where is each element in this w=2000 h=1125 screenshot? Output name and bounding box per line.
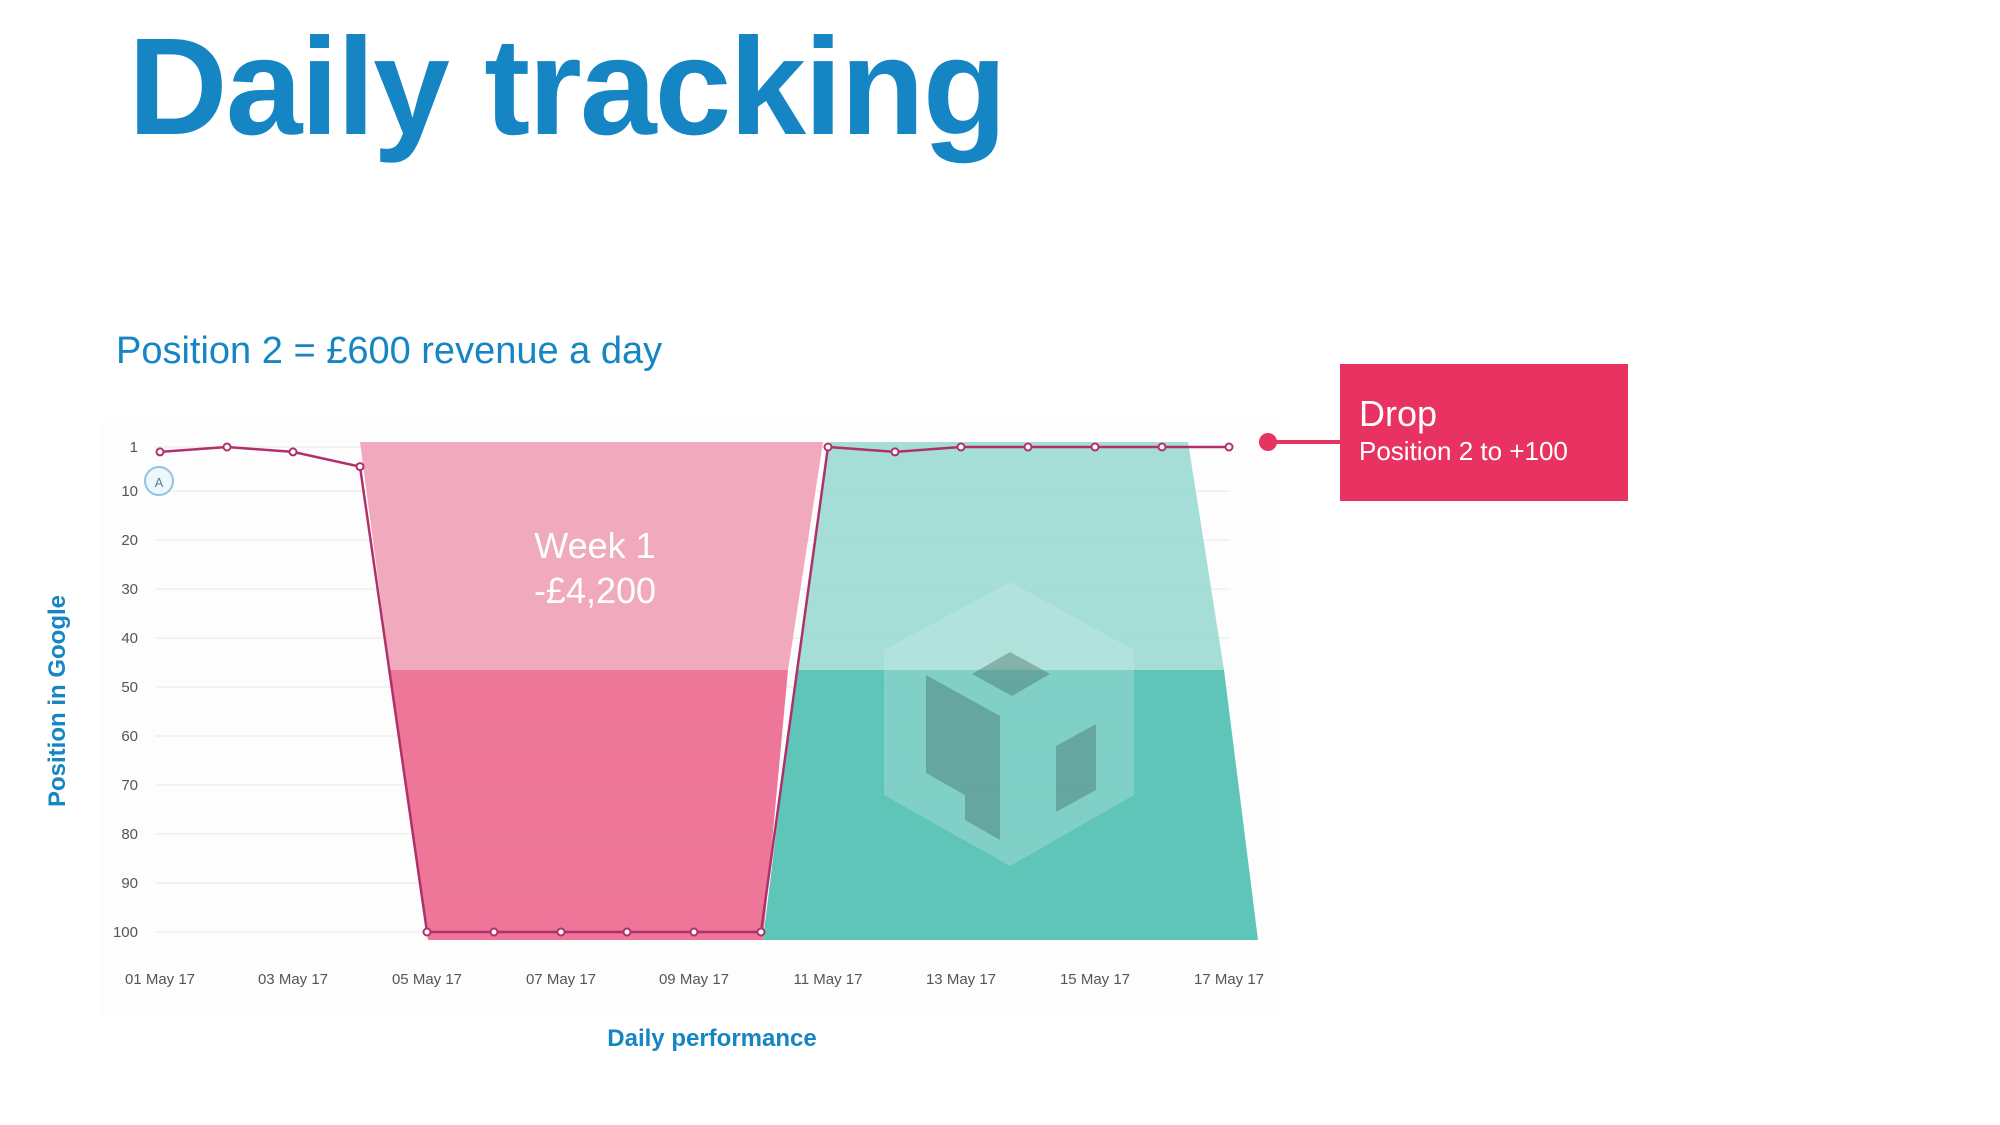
- y-tick-label: 10: [121, 483, 138, 500]
- x-axis-ticks: 01 May 17 03 May 17 05 May 17 07 May 17 09 M…: [125, 971, 1264, 988]
- drop-callout: Drop Position 2 to +100: [1340, 364, 1628, 501]
- data-point[interactable]: [1224, 442, 1234, 452]
- data-point[interactable]: [489, 927, 499, 937]
- data-point[interactable]: [689, 927, 699, 937]
- week-label: Week 1: [534, 525, 655, 566]
- data-point[interactable]: [222, 442, 232, 452]
- x-tick-label: 07 May 17: [526, 971, 596, 988]
- data-point[interactable]: [155, 447, 165, 457]
- logo-top-facet: [972, 652, 1050, 696]
- y-axis-ticks: 1 10 20 30 40 50 60 70 80 90 100: [113, 439, 138, 941]
- data-point[interactable]: [890, 447, 900, 457]
- data-point[interactable]: [422, 927, 432, 937]
- annotation-marker[interactable]: [144, 466, 174, 496]
- x-tick-label: 01 May 17: [125, 971, 195, 988]
- x-axis-title: Daily performance: [607, 1025, 816, 1052]
- x-tick-label: 17 May 17: [1194, 971, 1264, 988]
- shaded-areas: [360, 442, 1258, 940]
- logo-left-pillar: [926, 675, 1000, 840]
- revenue-subtitle: Position 2 = £600 revenue a day: [116, 330, 663, 372]
- callout-text: Position 2 to +100: [1359, 436, 1568, 466]
- data-point[interactable]: [956, 442, 966, 452]
- x-tick-label: 13 May 17: [926, 971, 996, 988]
- data-point[interactable]: [556, 927, 566, 937]
- data-point[interactable]: [1023, 442, 1033, 452]
- data-point[interactable]: [1090, 442, 1100, 452]
- annotation-marker-label: A: [155, 475, 164, 490]
- callout-title: Drop: [1359, 393, 1438, 434]
- loss-area-bottom: [390, 670, 788, 940]
- x-tick-label: 11 May 17: [794, 971, 863, 988]
- y-tick-label: 90: [121, 875, 138, 892]
- data-point[interactable]: [756, 927, 766, 937]
- data-point[interactable]: [288, 447, 298, 457]
- x-tick-label: 05 May 17: [392, 971, 462, 988]
- y-tick-label: 80: [121, 826, 138, 843]
- x-tick-label: 15 May 17: [1060, 971, 1130, 988]
- data-point[interactable]: [1157, 442, 1167, 452]
- y-tick-label: 30: [121, 581, 138, 598]
- page-title: Daily tracking: [128, 10, 1007, 164]
- y-tick-label: 60: [121, 728, 138, 745]
- y-tick-label: 40: [121, 630, 138, 647]
- loss-label: -£4,200: [534, 570, 656, 611]
- series-points: [155, 442, 1234, 937]
- y-axis-title: Position in Google: [44, 595, 71, 807]
- callout-connector-dot: [1259, 433, 1277, 451]
- loss-area-top: [360, 442, 823, 670]
- data-point[interactable]: [355, 462, 365, 472]
- watermark-logo: [884, 582, 1134, 866]
- y-tick-label: 50: [121, 679, 138, 696]
- y-tick-label: 1: [130, 439, 138, 456]
- y-tick-label: 100: [113, 924, 138, 941]
- y-tick-label: 20: [121, 532, 138, 549]
- recovery-area-top: [796, 442, 1224, 670]
- x-tick-label: 03 May 17: [258, 971, 328, 988]
- recovery-area-bottom: [763, 670, 1258, 940]
- y-tick-label: 70: [121, 777, 138, 794]
- data-point[interactable]: [823, 442, 833, 452]
- x-tick-label: 09 May 17: [659, 971, 729, 988]
- logo-right-pillar: [1056, 724, 1096, 812]
- data-point[interactable]: [622, 927, 632, 937]
